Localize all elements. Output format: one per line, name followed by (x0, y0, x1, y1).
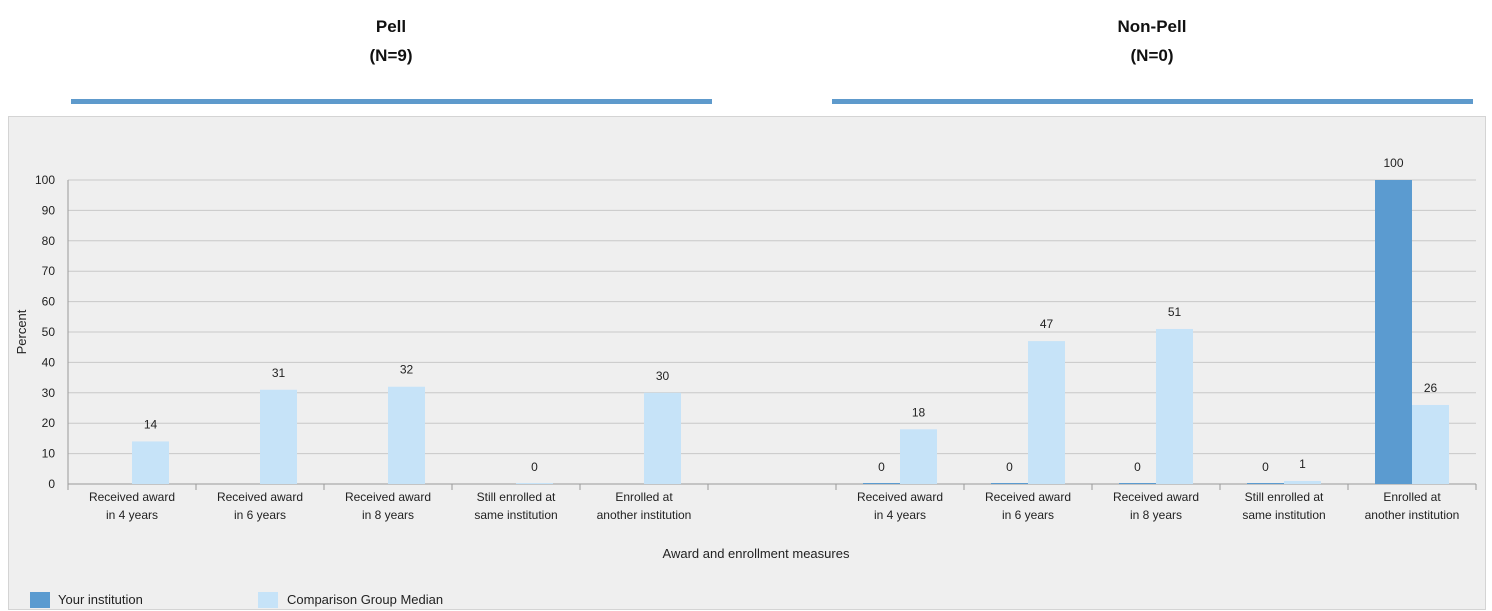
y-tick-label: 30 (42, 386, 56, 400)
y-tick-label: 60 (42, 295, 56, 309)
x-tick-label: same institution (1242, 508, 1325, 522)
y-tick-label: 20 (42, 416, 56, 430)
x-tick-label: in 6 years (234, 508, 286, 522)
x-tick-label: same institution (474, 508, 557, 522)
bar (644, 392, 681, 484)
x-axis-title: Award and enrollment measures (663, 546, 850, 561)
x-tick-label: Received award (1113, 490, 1199, 504)
group-rule-non-pell (832, 99, 1473, 104)
bar (1028, 341, 1065, 484)
bar (260, 389, 297, 484)
y-tick-label: 70 (42, 264, 56, 278)
data-label: 0 (1262, 460, 1269, 474)
legend-label-comparison-median: Comparison Group Median (287, 592, 444, 607)
bar (1247, 483, 1284, 484)
data-label: 18 (912, 405, 926, 419)
x-tick-label: in 8 years (1130, 508, 1182, 522)
group-header-non-pell: Non-Pell (N=0) (1002, 12, 1302, 70)
x-tick-label: in 4 years (106, 508, 158, 522)
data-label: 0 (878, 460, 885, 474)
x-tick-label: Received award (345, 490, 431, 504)
x-tick-label: in 8 years (362, 508, 414, 522)
x-tick-label: Received award (89, 490, 175, 504)
bar (1119, 483, 1156, 484)
group-title-pell: Pell (375, 17, 407, 36)
bar (1156, 328, 1193, 484)
y-tick-label: 50 (42, 325, 56, 339)
bar (516, 483, 553, 484)
group-header-pell: Pell (N=9) (241, 12, 541, 70)
y-tick-label: 100 (35, 173, 55, 187)
x-tick-label: Received award (985, 490, 1071, 504)
group-title-non-pell: Non-Pell (1117, 17, 1187, 36)
data-label: 30 (656, 369, 670, 383)
data-label: 47 (1040, 317, 1054, 331)
data-label: 0 (1006, 460, 1013, 474)
plot-panel (8, 116, 1486, 610)
bar (388, 386, 425, 484)
x-tick-label: in 4 years (874, 508, 926, 522)
bar (1284, 480, 1321, 484)
y-tick-label: 10 (42, 447, 56, 461)
group-rule-pell (71, 99, 712, 104)
legend: Your institution Comparison Group Median (0, 591, 1492, 611)
data-label: 31 (272, 366, 286, 380)
y-tick-label: 80 (42, 234, 56, 248)
x-tick-label: Received award (857, 490, 943, 504)
y-tick-label: 40 (42, 355, 56, 369)
legend-swatch-your-institution (30, 592, 50, 608)
bar (1375, 180, 1412, 484)
x-tick-label: another institution (1365, 508, 1460, 522)
bar (991, 483, 1028, 484)
group-n-non-pell: (N=0) (1130, 46, 1174, 65)
bar (1412, 404, 1449, 484)
legend-label-your-institution: Your institution (58, 592, 143, 607)
bar (900, 429, 937, 484)
data-label: 100 (1383, 156, 1403, 170)
group-n-pell: (N=9) (369, 46, 413, 65)
data-label: 1 (1299, 457, 1306, 471)
x-tick-label: in 6 years (1002, 508, 1054, 522)
data-label: 51 (1168, 305, 1182, 319)
x-tick-label: another institution (597, 508, 692, 522)
y-tick-label: 0 (48, 477, 55, 491)
bar (132, 441, 169, 484)
data-label: 0 (1134, 460, 1141, 474)
data-label: 0 (531, 460, 538, 474)
x-tick-label: Still enrolled at (477, 490, 556, 504)
x-tick-label: Enrolled at (615, 490, 673, 504)
data-label: 14 (144, 417, 158, 431)
x-tick-label: Enrolled at (1383, 490, 1441, 504)
x-tick-label: Received award (217, 490, 303, 504)
data-label: 26 (1424, 381, 1438, 395)
legend-swatch-comparison-median (258, 592, 278, 608)
data-label: 32 (400, 363, 414, 377)
bar (863, 483, 900, 484)
y-axis-title: Percent (14, 309, 29, 354)
x-tick-label: Still enrolled at (1245, 490, 1324, 504)
y-tick-label: 90 (42, 203, 56, 217)
